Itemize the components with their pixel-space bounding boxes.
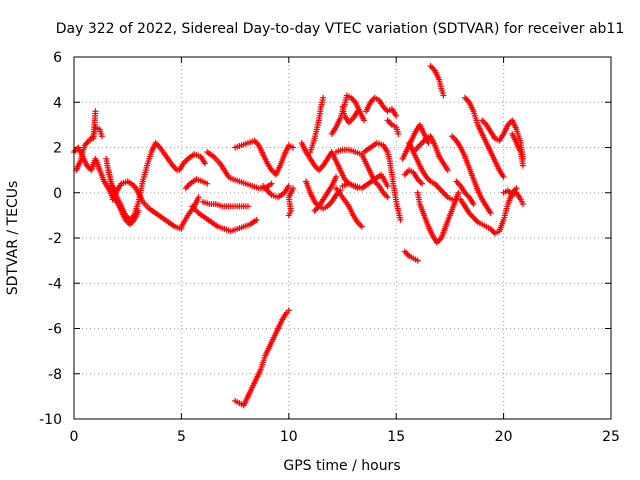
y-tick-label: 6 [53, 50, 62, 66]
data-point [519, 201, 526, 208]
data-point [384, 194, 391, 201]
x-tick-label: 5 [177, 429, 186, 445]
x-tick-label: 25 [602, 429, 620, 445]
data-point [320, 94, 327, 101]
data-point [425, 139, 432, 146]
data-point [418, 180, 425, 187]
x-tick-label: 20 [495, 429, 513, 445]
data-point [354, 108, 361, 115]
data-point [360, 117, 367, 124]
chart-title: Day 322 of 2022, Sidereal Day-to-day VTE… [56, 21, 625, 37]
x-tick-label: 10 [280, 429, 298, 445]
y-tick-label: -2 [48, 231, 62, 247]
data-point [455, 189, 462, 196]
data-point [519, 162, 526, 169]
y-tick-label: 4 [53, 95, 62, 111]
y-tick-label: -4 [48, 276, 62, 292]
data-point [500, 173, 507, 180]
x-axis-label: GPS time / hours [283, 458, 400, 474]
data-point [290, 144, 297, 151]
data-point [395, 130, 402, 137]
axis-ticks: 0 5 10 15 20 25 -10 -8 -6 -4 -2 0 2 4 6 [39, 50, 620, 445]
data-point [285, 182, 292, 189]
data-point [449, 196, 456, 203]
data-point [202, 160, 209, 167]
data-point [384, 182, 391, 189]
data-point [414, 257, 421, 264]
data-point [98, 133, 105, 140]
data-point [268, 180, 275, 187]
data-point [253, 216, 260, 223]
data-point [204, 180, 211, 187]
data-marks [71, 63, 526, 409]
y-tick-label: -10 [39, 412, 62, 428]
y-axis-label: SDTVAR / TECUs [5, 181, 21, 296]
data-point [333, 173, 340, 180]
data-point [92, 108, 99, 115]
data-point [397, 216, 404, 223]
plot-frame [73, 56, 612, 420]
data-point [487, 210, 494, 217]
y-tick-label: 2 [53, 141, 62, 157]
data-point [290, 185, 297, 192]
data-point [393, 112, 400, 119]
y-tick-label: -6 [48, 322, 62, 338]
y-tick-label: 0 [53, 186, 62, 202]
data-point [135, 207, 142, 214]
data-point [195, 194, 202, 201]
data-point [440, 92, 447, 99]
x-tick-label: 15 [387, 429, 405, 445]
y-tick-label: -8 [48, 367, 62, 383]
data-point [358, 223, 365, 230]
data-point [285, 307, 292, 314]
data-point [470, 201, 477, 208]
data-point [244, 203, 251, 210]
data-point [444, 167, 451, 174]
x-tick-label: 0 [70, 429, 79, 445]
